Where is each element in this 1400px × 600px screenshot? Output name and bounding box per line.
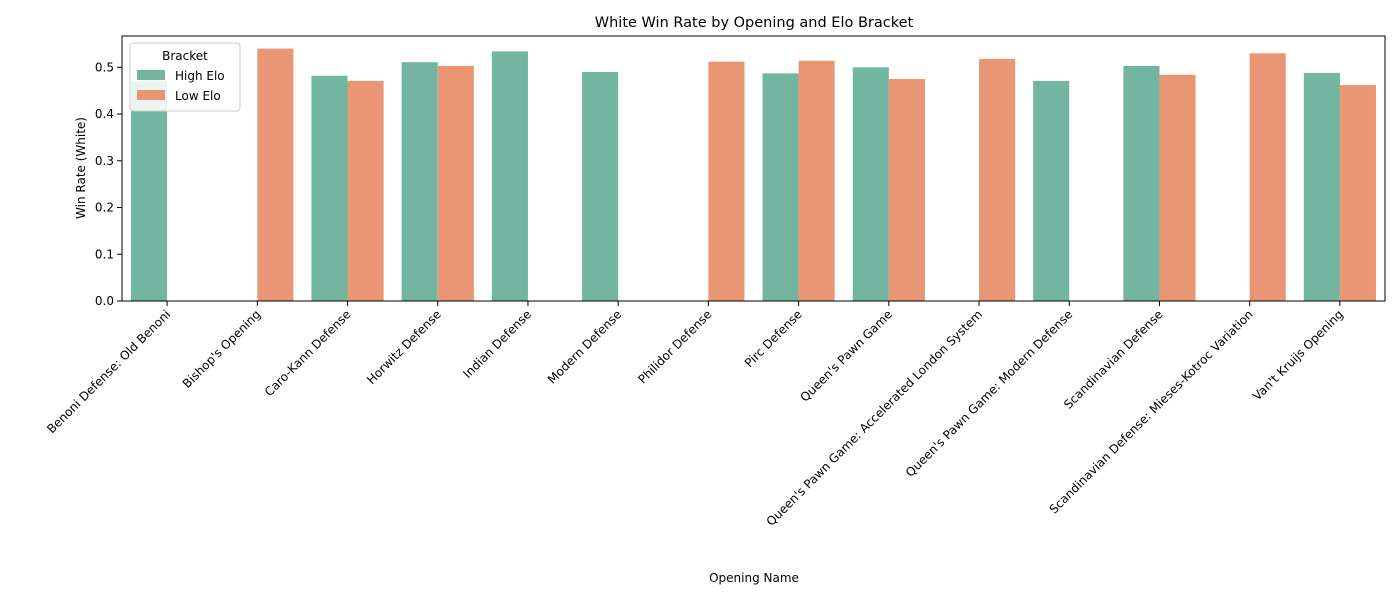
chart-title: White Win Rate by Opening and Elo Bracke… xyxy=(595,15,914,31)
x-tick-label: Caro-Kann Defense xyxy=(262,307,354,399)
bars-group xyxy=(131,48,1376,302)
x-tick-label: Philidor Defense xyxy=(635,307,714,386)
bar-low-elo-3 xyxy=(437,65,474,301)
x-tick-label: Van't Kruijs Opening xyxy=(1250,307,1346,403)
x-axis-label: Opening Name xyxy=(709,571,799,585)
bar-high-elo-0 xyxy=(131,81,168,301)
bar-low-elo-11 xyxy=(1159,74,1196,301)
x-tick-label: Queen's Pawn Game: Modern Defense xyxy=(903,307,1076,480)
legend-swatch-low-elo xyxy=(137,90,165,100)
bar-low-elo-8 xyxy=(888,79,925,301)
y-tick-label: 0.4 xyxy=(95,107,114,121)
x-tick-label: Horwitz Defense xyxy=(364,307,444,387)
bar-high-elo-4 xyxy=(491,51,528,301)
bar-low-elo-1 xyxy=(257,48,294,302)
bar-low-elo-2 xyxy=(347,80,384,302)
bar-low-elo-13 xyxy=(1339,85,1376,301)
y-tick-label: 0.2 xyxy=(95,201,114,215)
bar-high-elo-10 xyxy=(1033,80,1070,302)
legend-swatch-high-elo xyxy=(137,70,165,80)
bar-high-elo-13 xyxy=(1303,72,1340,301)
x-tick-label: Queen's Pawn Game: Accelerated London Sy… xyxy=(764,307,986,529)
y-tick-label: 0.0 xyxy=(95,294,114,308)
bar-high-elo-2 xyxy=(311,75,348,301)
y-tick-label: 0.1 xyxy=(95,247,114,261)
x-tick-label: Queen's Pawn Game xyxy=(798,307,895,404)
bar-low-elo-7 xyxy=(798,60,835,301)
x-tick-label: Modern Defense xyxy=(545,307,624,386)
x-tick-label: Scandinavian Defense: Mieses-Kotroc Vari… xyxy=(1047,307,1256,516)
y-axis-label: Win Rate (White) xyxy=(74,117,88,219)
legend-title: Bracket xyxy=(162,49,208,63)
bar-high-elo-8 xyxy=(852,67,889,301)
bar-low-elo-9 xyxy=(979,58,1016,302)
x-tick-label: Pirc Defense xyxy=(742,307,805,370)
legend-label-low-elo: Low Elo xyxy=(175,89,221,103)
bar-high-elo-11 xyxy=(1123,65,1160,301)
y-tick-label: 0.5 xyxy=(95,60,114,74)
x-axis-ticks: Benoni Defense: Old Benoni Bishop's Openi… xyxy=(44,301,1346,529)
bar-low-elo-12 xyxy=(1249,53,1286,301)
bar-high-elo-5 xyxy=(582,71,619,302)
x-tick-label: Benoni Defense: Old Benoni xyxy=(44,307,173,436)
y-tick-label: 0.3 xyxy=(95,154,114,168)
legend-label-high-elo: High Elo xyxy=(175,69,225,83)
bar-high-elo-7 xyxy=(762,73,799,301)
plot-frame xyxy=(121,35,1386,302)
legend: Bracket High Elo Low Elo xyxy=(129,42,241,112)
bar-high-elo-3 xyxy=(401,62,438,301)
y-axis-ticks: 0.0 0.1 0.2 0.3 0.4 0.5 xyxy=(95,60,122,308)
x-tick-label: Scandinavian Defense xyxy=(1061,307,1165,411)
x-tick-label: Indian Defense xyxy=(460,307,534,381)
x-tick-label: Bishop's Opening xyxy=(180,307,264,391)
bar-low-elo-6 xyxy=(708,61,745,302)
